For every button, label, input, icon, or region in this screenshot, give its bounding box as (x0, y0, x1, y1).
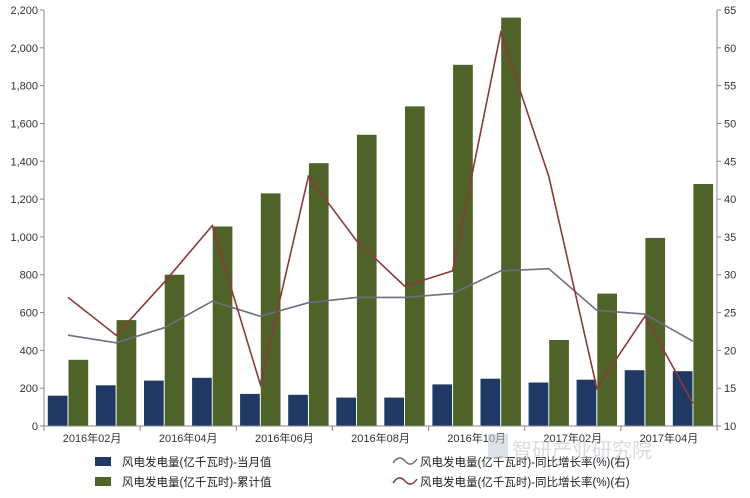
cumulative-value-bar (597, 293, 617, 426)
y-right-tick-label: 20 (724, 345, 736, 357)
cumulative-value-bar (549, 340, 569, 426)
cumulative-value-bar (356, 134, 377, 427)
cumulative-value-bar (116, 320, 137, 426)
legend-label: 风电发电量(亿千瓦时)-同比增长率(%)(右) (420, 455, 630, 469)
y-right-tick-label: 15 (724, 383, 736, 395)
cumulative-value-bar (453, 64, 473, 427)
monthly-value-bar (192, 377, 212, 426)
monthly-value-bar (47, 395, 68, 426)
axes: 0 200 400 600 800 1,000 1,200 1,400 1,600 1,800 2,… (10, 5, 736, 445)
monthly-value-bar (624, 370, 645, 426)
x-tick-label: 2016年08月 (351, 431, 410, 445)
legend-label: 风电发电量(亿千瓦时)-当月值 (122, 455, 272, 469)
monthly-value-bar (480, 378, 501, 426)
y-left-tick-label: 2,000 (10, 43, 38, 55)
x-tick-label: 2016年04月 (159, 431, 218, 445)
y-left-tick-label: 1,400 (10, 156, 38, 168)
y-right-tick-label: 50 (724, 118, 736, 130)
plot-area (47, 17, 714, 427)
y-right-tick-label: 40 (724, 194, 736, 206)
x-tick-label: 2016年06月 (255, 431, 314, 445)
cumulative-value-bar (405, 106, 425, 427)
y-left-tick-label: 1,200 (10, 194, 38, 206)
monthly-value-bar (528, 382, 549, 426)
cumulative-value-bar (260, 193, 281, 426)
cumulative-value-bar (501, 17, 521, 426)
monthly-value-bar (576, 379, 597, 426)
y-left-tick-label: 800 (20, 270, 38, 282)
y-right-tick-label: 35 (724, 232, 736, 244)
y-left-tick-label: 1,600 (10, 118, 38, 130)
monthly-value-bar (336, 397, 356, 426)
monthly-value-bar (432, 384, 453, 426)
legend-label: 风电发电量(亿千瓦时)-同比增长率(%)(右) (420, 475, 630, 489)
monthly-value-bar (95, 385, 116, 426)
legend-swatch-bar (95, 457, 111, 466)
cumulative-value-bar (212, 226, 233, 426)
y-right-tick-label: 55 (724, 81, 736, 93)
y-left-tick-label: 2,200 (10, 5, 38, 17)
monthly-value-bar (240, 393, 260, 426)
cumulative-value-bar (68, 359, 89, 426)
monthly-value-bar (144, 380, 164, 426)
legend-label: 风电发电量(亿千瓦时)-累计值 (122, 475, 272, 489)
watermark-text: 智研产业研究院 (512, 438, 652, 462)
legend-swatch-line (392, 457, 418, 465)
y-left-tick-label: 1,000 (10, 232, 38, 244)
legend-swatch-line (392, 477, 418, 485)
monthly-value-bar (384, 397, 404, 426)
y-left-tick-label: 600 (20, 308, 38, 320)
y-left-tick-label: 200 (20, 383, 38, 395)
y-left-tick-label: 400 (20, 345, 38, 357)
watermark: 智研产业研究院 (488, 434, 652, 462)
x-tick-label: 2017年02月 (543, 431, 602, 445)
y-right-tick-label: 65 (724, 5, 736, 17)
y-left-tick-label: 0 (32, 421, 38, 433)
y-left-tick-label: 1,800 (10, 81, 38, 93)
y-right-tick-label: 25 (724, 308, 736, 320)
legend-swatch-bar (95, 477, 111, 486)
cumulative-value-bar (693, 184, 714, 426)
cumulative-value-bar (164, 274, 185, 426)
x-tick-label: 2016年02月 (63, 431, 122, 445)
monthly-value-bar (672, 371, 693, 426)
y-right-tick-label: 60 (724, 43, 736, 55)
cumulative-value-bar (645, 237, 666, 426)
yoy-growth-line-2 (67, 29, 694, 404)
y-right-tick-label: 10 (724, 421, 736, 433)
watermark-logo-mark (488, 434, 508, 458)
y-right-tick-label: 30 (724, 270, 736, 282)
monthly-value-bar (288, 394, 308, 426)
yoy-growth-line-1 (67, 267, 694, 344)
cumulative-value-bar (308, 163, 329, 426)
y-right-tick-label: 45 (724, 156, 736, 168)
x-tick-label: 2017年04月 (640, 431, 699, 445)
